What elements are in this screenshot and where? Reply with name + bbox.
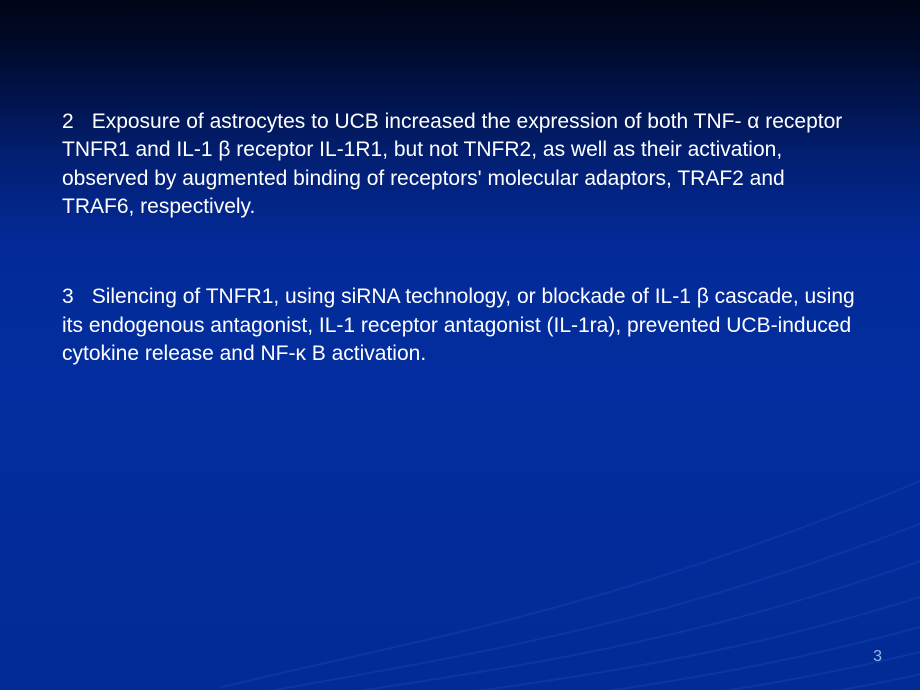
paragraph-number: 2 <box>62 110 74 133</box>
paragraph: 3Silencing of TNFR1, using siRNA technol… <box>62 283 858 368</box>
slide-body: 2Exposure of astrocytes to UCB increased… <box>62 108 858 430</box>
paragraph: 2Exposure of astrocytes to UCB increased… <box>62 108 858 221</box>
paragraph-text: Exposure of astrocytes to UCB increased … <box>62 110 842 218</box>
paragraph-text: Silencing of TNFR1, using siRNA technolo… <box>62 285 855 365</box>
slide: 2Exposure of astrocytes to UCB increased… <box>0 0 920 690</box>
paragraph-number: 3 <box>62 285 74 308</box>
page-number: 3 <box>873 648 882 666</box>
